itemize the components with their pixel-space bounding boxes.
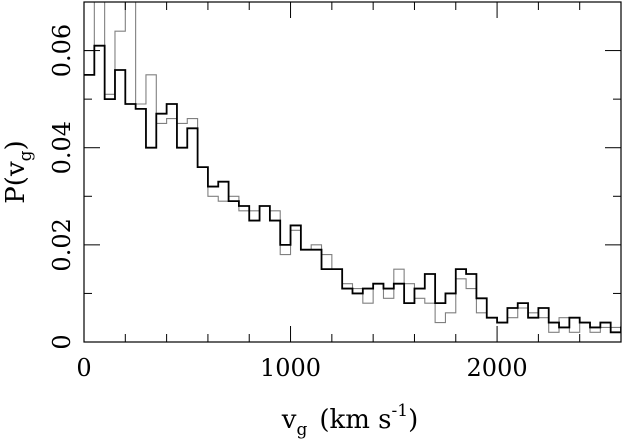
y-axis-label: P(vg) [1, 140, 36, 203]
tick-labels: 0 1000 2000 0 0.02 0.04 0.06 [48, 24, 528, 382]
x-tick-label: 2000 [467, 354, 528, 382]
y-tick-label: 0.04 [48, 121, 76, 174]
x-axis-label: vg (km s-1) [281, 401, 418, 440]
plot-area [84, 2, 621, 334]
y-tick-label: 0.02 [48, 218, 76, 271]
x-tick-label: 0 [76, 354, 91, 382]
y-tick-label: 0 [48, 334, 76, 349]
x-tick-label: 1000 [260, 354, 321, 382]
y-tick-label: 0.06 [48, 24, 76, 77]
series-line-2 [84, 2, 621, 333]
plot-frame [83, 1, 622, 343]
series-line-1 [84, 44, 621, 334]
